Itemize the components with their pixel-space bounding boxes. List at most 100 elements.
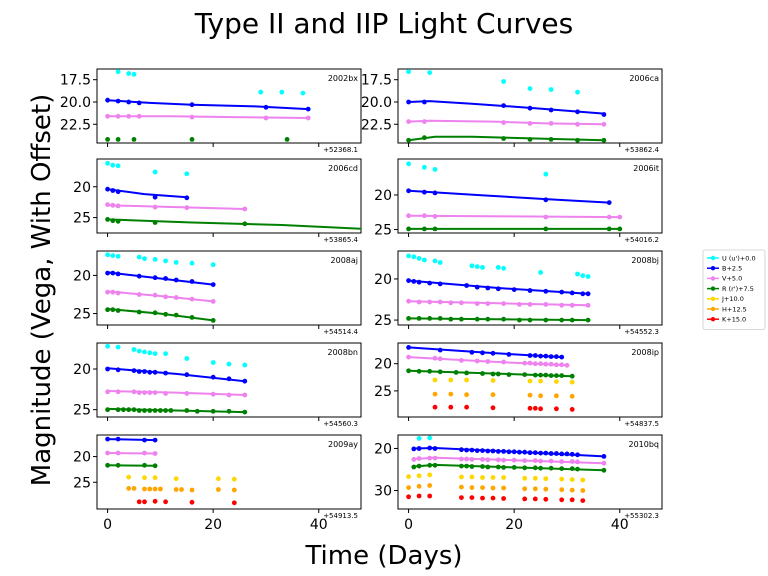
- data-point-V: [448, 300, 454, 306]
- series-R: [406, 368, 575, 379]
- data-point-B: [115, 367, 121, 373]
- legend-marker: [710, 296, 716, 301]
- data-point-R: [131, 137, 137, 142]
- y-tick-label: 25: [73, 403, 91, 419]
- fit-curve-R: [107, 218, 361, 230]
- data-point-V: [437, 356, 443, 362]
- data-point-B: [501, 103, 506, 108]
- y-tick-label: 20: [73, 450, 91, 466]
- data-point-V: [152, 451, 158, 456]
- data-point-V: [427, 455, 433, 461]
- data-point-B: [548, 354, 554, 359]
- data-point-B: [601, 112, 607, 117]
- data-point-R: [506, 372, 512, 377]
- data-point-R: [210, 408, 216, 414]
- data-point-K: [538, 406, 543, 412]
- panel-2006ca: 17.5 20.0 22.5 2006ca +53862.4: [361, 68, 663, 154]
- data-point-B: [105, 97, 110, 103]
- data-point-B: [575, 109, 580, 115]
- data-point-B: [543, 353, 549, 359]
- data-point-V: [601, 121, 607, 127]
- data-point-R: [416, 316, 422, 321]
- data-point-J: [152, 475, 158, 481]
- data-point-K: [490, 495, 496, 501]
- data-point-V: [501, 120, 506, 125]
- y-tick-label: 20: [73, 268, 91, 284]
- data-point-R: [189, 315, 195, 320]
- data-point-V: [189, 114, 195, 120]
- data-point-B: [585, 291, 591, 297]
- data-point-V: [527, 121, 533, 126]
- data-point-B: [559, 451, 565, 457]
- series-B: [105, 186, 190, 201]
- data-point-U: [136, 254, 142, 260]
- data-point-V: [105, 202, 110, 208]
- supernova-name: 2008aj: [331, 256, 358, 265]
- data-point-B: [506, 449, 512, 455]
- fit-curve-B: [107, 438, 156, 442]
- data-point-V: [115, 290, 121, 296]
- fit-curve-V: [107, 290, 214, 303]
- y-tick-label: 25: [374, 313, 392, 329]
- time-offset-label: +54913.5: [323, 512, 358, 520]
- plot-area: [105, 436, 237, 506]
- fit-curve-V: [107, 452, 156, 455]
- data-point-J: [416, 473, 422, 479]
- data-point-B: [411, 446, 417, 452]
- y-tick-label: 20: [374, 188, 392, 204]
- series-J: [406, 472, 586, 483]
- series-V: [105, 202, 248, 212]
- data-point-R: [105, 462, 110, 468]
- data-point-V: [527, 302, 533, 307]
- data-point-R: [559, 466, 565, 471]
- data-point-B: [184, 372, 190, 378]
- panel-frame: [96, 158, 362, 234]
- data-point-U: [411, 254, 417, 260]
- data-point-R: [554, 373, 559, 378]
- data-point-R: [501, 316, 506, 322]
- data-point-R: [548, 137, 554, 142]
- data-point-R: [105, 307, 110, 313]
- legend-entry-H: H+12.5: [707, 305, 747, 313]
- data-point-R: [136, 408, 142, 413]
- data-point-U: [242, 362, 248, 368]
- data-point-V: [459, 358, 464, 363]
- data-point-V: [242, 392, 248, 398]
- data-point-R: [522, 465, 528, 471]
- data-point-J: [406, 474, 411, 479]
- data-point-U: [105, 160, 110, 166]
- data-point-B: [147, 369, 153, 375]
- data-point-R: [559, 373, 565, 378]
- time-offset-label: +53862.4: [624, 146, 659, 154]
- data-point-R: [406, 368, 411, 374]
- data-point-K: [136, 499, 142, 505]
- data-point-V: [485, 359, 491, 364]
- series-B: [406, 278, 591, 297]
- series-V: [411, 455, 607, 466]
- data-point-K: [469, 495, 475, 500]
- data-point-V: [422, 213, 427, 219]
- data-point-V: [126, 113, 132, 119]
- data-point-R: [569, 466, 575, 471]
- data-point-B: [136, 369, 142, 374]
- data-point-B: [131, 368, 137, 373]
- data-point-V: [554, 362, 559, 368]
- data-point-B: [511, 287, 517, 292]
- data-point-B: [105, 366, 110, 372]
- data-point-R: [459, 316, 464, 322]
- legend-marker: [710, 276, 716, 281]
- data-point-B: [136, 273, 142, 279]
- data-point-R: [152, 463, 158, 469]
- data-point-B: [152, 194, 158, 200]
- data-point-K: [163, 499, 169, 505]
- data-point-B: [527, 450, 533, 456]
- data-point-V: [110, 202, 116, 208]
- data-point-U: [152, 169, 158, 175]
- data-point-V: [115, 113, 121, 119]
- data-point-J: [538, 378, 543, 384]
- series-B: [406, 188, 612, 206]
- data-point-U: [406, 69, 411, 75]
- data-point-B: [105, 186, 110, 192]
- data-point-V: [163, 391, 169, 396]
- series-U: [105, 252, 216, 268]
